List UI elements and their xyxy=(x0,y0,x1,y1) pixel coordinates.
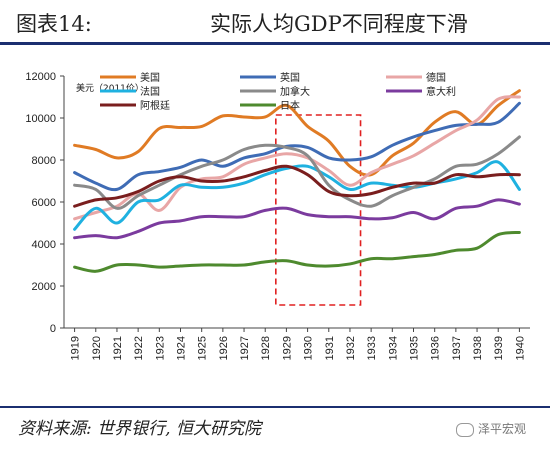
legend-label-英国: 英国 xyxy=(280,71,300,84)
title-bar: 图表14: 实际人均GDP不同程度下滑 xyxy=(0,0,550,45)
series-line-英国 xyxy=(73,101,521,192)
x-tick-label: 1927 xyxy=(239,336,251,360)
x-tick-label: 1929 xyxy=(281,336,293,360)
series-line-德国 xyxy=(73,95,521,221)
series-line-加拿大 xyxy=(73,135,521,210)
series-line-日本 xyxy=(73,230,521,273)
series-line-法国 xyxy=(73,160,521,231)
x-tick-label: 1936 xyxy=(430,336,442,360)
line-chart: 0 2000 4000 6000 8000 10000 12000 1919 1920 1921 1… xyxy=(25,71,530,360)
x-tick-label: 1919 xyxy=(70,336,82,360)
x-tick-label: 1931 xyxy=(324,336,336,360)
y-tick-label: 6000 xyxy=(32,197,56,209)
series-line-意大利 xyxy=(73,198,521,240)
watermark: 泽平宏观 xyxy=(456,420,526,437)
series-line-阿根廷 xyxy=(73,164,521,208)
footer-divider xyxy=(0,406,550,408)
x-tick-label: 1926 xyxy=(218,336,230,360)
source-note: 资料来源: 世界银行, 恒大研究院 xyxy=(18,419,261,439)
y-tick-label: 10000 xyxy=(25,113,56,125)
x-tick-label: 1922 xyxy=(133,336,145,360)
series-line-美国 xyxy=(73,89,521,177)
x-tick-label: 1932 xyxy=(345,336,357,360)
y-tick-label: 4000 xyxy=(32,239,56,251)
legend-label-阿根廷: 阿根廷 xyxy=(140,99,170,112)
watermark-text: 泽平宏观 xyxy=(478,422,527,436)
legend-label-日本: 日本 xyxy=(280,99,300,112)
figure-number: 图表14: xyxy=(16,12,92,36)
wechat-icon xyxy=(456,422,474,437)
x-tick-label: 1939 xyxy=(493,336,505,360)
legend-label-意大利: 意大利 xyxy=(426,85,456,98)
x-tick-label: 1935 xyxy=(409,336,421,360)
x-tick-label: 1921 xyxy=(112,336,124,360)
y-tick-label: 12000 xyxy=(25,71,56,83)
chart-title: 实际人均GDP不同程度下滑 xyxy=(210,12,468,36)
legend-label-法国: 法国 xyxy=(140,85,160,98)
legend-label-美国: 美国 xyxy=(140,71,160,84)
x-tick-label: 1928 xyxy=(260,336,272,360)
x-tick-label: 1933 xyxy=(366,336,378,360)
x-tick-label: 1920 xyxy=(91,336,103,360)
x-tick-label: 1930 xyxy=(303,336,315,360)
legend-label-加拿大: 加拿大 xyxy=(280,85,310,98)
x-tick-label: 1937 xyxy=(451,336,463,360)
y-tick-label: 2000 xyxy=(32,281,56,293)
x-tick-label: 1938 xyxy=(472,336,484,360)
x-tick-label: 1934 xyxy=(387,336,399,360)
legend-label-德国: 德国 xyxy=(426,71,446,84)
y-tick-label: 8000 xyxy=(32,155,56,167)
x-tick-label: 1925 xyxy=(197,336,209,360)
x-tick-label: 1923 xyxy=(154,336,166,360)
y-tick-label: 0 xyxy=(50,323,56,335)
x-tick-label: 1940 xyxy=(514,336,526,360)
x-tick-label: 1924 xyxy=(176,336,188,360)
